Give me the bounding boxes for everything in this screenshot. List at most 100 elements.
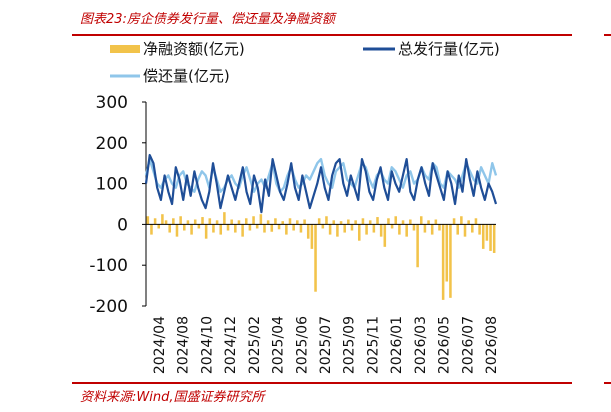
y-tick-label: 100: [96, 175, 128, 195]
net-financing-bar: [183, 224, 186, 231]
net-financing-bar: [467, 220, 470, 225]
net-financing-bar: [460, 216, 463, 225]
net-financing-bar: [398, 224, 401, 235]
net-financing-bar: [310, 224, 314, 249]
net-financing-bar: [292, 224, 295, 231]
net-financing-bar: [299, 224, 303, 233]
legend-swatch-net: [110, 45, 140, 53]
figure-source: 资料来源:Wind,国盛证券研究所: [80, 390, 265, 405]
net-financing-bar: [285, 224, 288, 235]
net-financing-bar: [379, 224, 383, 237]
net-financing-bar: [186, 220, 190, 225]
net-financing-bar: [365, 224, 368, 235]
net-financing-bar: [317, 218, 321, 225]
net-financing-bar: [481, 224, 485, 249]
net-financing-bar: [441, 224, 445, 300]
figure-title: 图表23:房企债券发行量、偿还量及净融资额: [80, 12, 335, 27]
net-financing-bar: [445, 224, 449, 282]
net-financing-bar: [350, 224, 354, 231]
x-tick-label: 2025/09: [342, 316, 358, 374]
net-financing-bar: [387, 218, 390, 225]
net-financing-bar: [259, 214, 263, 225]
net-financing-bar: [164, 220, 168, 225]
legend-label-net: 净融资额(亿元): [143, 40, 245, 58]
net-financing-bar: [303, 219, 306, 225]
net-financing-bar: [296, 220, 299, 225]
x-tick-label: 2026/08: [484, 316, 500, 374]
net-financing-bar: [208, 218, 212, 225]
net-financing-bar: [328, 224, 332, 235]
net-financing-bar: [354, 220, 357, 225]
x-tick-label: 2025/07: [318, 316, 334, 374]
net-financing-bar: [266, 220, 270, 225]
net-financing-bars: [146, 212, 496, 300]
legend: 净融资额(亿元) 总发行量(亿元) 偿还量(亿元): [110, 40, 500, 85]
net-financing-bar: [153, 218, 157, 225]
net-financing-bar: [288, 218, 292, 225]
net-financing-bar: [193, 219, 197, 225]
x-tick-label: 2024/12: [223, 316, 239, 374]
net-financing-bar: [394, 216, 398, 225]
x-tick-label: 2024/08: [176, 316, 192, 374]
repay-line: [144, 157, 498, 193]
net-financing-bar: [234, 224, 237, 233]
x-tick-label: 2026/03: [413, 316, 429, 374]
net-financing-bar: [438, 224, 441, 231]
net-financing-bar: [416, 224, 419, 268]
net-financing-bar: [175, 224, 179, 237]
net-financing-bar: [212, 224, 215, 233]
net-financing-bar: [419, 216, 423, 225]
x-axis: 2024/04 2024/08 2024/10 2024/12 2025/02 2025/…: [152, 316, 500, 374]
net-financing-bar: [409, 219, 412, 225]
net-financing-bar: [274, 218, 277, 225]
y-tick-label: 300: [96, 93, 128, 113]
net-financing-bar: [237, 220, 241, 225]
net-financing-bar: [492, 224, 496, 253]
y-tick-label: -100: [89, 256, 128, 276]
y-tick-label: 200: [96, 134, 128, 154]
net-financing-bar: [230, 219, 233, 225]
net-financing-bar: [412, 224, 416, 231]
net-financing-bar: [463, 224, 467, 237]
net-financing-bar: [361, 218, 365, 225]
net-financing-bar: [434, 219, 438, 225]
y-tick-label: -200: [89, 297, 128, 317]
net-financing-bar: [376, 217, 379, 225]
net-financing-bar: [485, 224, 489, 241]
net-financing-bar: [179, 216, 182, 225]
net-financing-bar: [281, 221, 284, 225]
net-financing-bar: [314, 224, 317, 292]
source-rule: [72, 382, 572, 384]
net-financing-bar: [168, 224, 171, 233]
net-financing-bar: [241, 224, 244, 237]
net-financing-bar: [430, 224, 434, 235]
title-rule: [72, 34, 572, 36]
net-financing-bar: [336, 224, 339, 237]
x-tick-label: 2024/04: [152, 316, 168, 374]
net-financing-bar: [452, 218, 456, 225]
net-financing-bar: [449, 224, 452, 298]
net-financing-bar: [325, 216, 328, 225]
source-rule-right: [604, 382, 611, 384]
net-financing-bar: [401, 220, 405, 225]
net-financing-bar: [197, 224, 201, 229]
net-financing-bar: [244, 218, 248, 225]
net-financing-bar: [226, 224, 230, 231]
net-financing-bar: [172, 218, 175, 225]
net-financing-bar: [306, 224, 310, 239]
net-financing-bar: [339, 221, 343, 225]
x-tick-label: 2026/07: [460, 316, 476, 374]
net-financing-bar: [252, 216, 255, 225]
x-tick-label: 2025/04: [271, 316, 287, 374]
net-financing-bar: [478, 224, 481, 235]
net-financing-bar: [255, 224, 259, 229]
net-financing-bar: [270, 224, 274, 232]
x-tick-label: 2025/02: [247, 316, 263, 374]
net-financing-bar: [474, 218, 478, 225]
net-financing-bar: [332, 220, 336, 225]
net-financing-bar: [223, 212, 226, 225]
net-financing-bar: [263, 224, 266, 233]
net-financing-bar: [150, 224, 153, 235]
series-lines: [144, 153, 498, 225]
